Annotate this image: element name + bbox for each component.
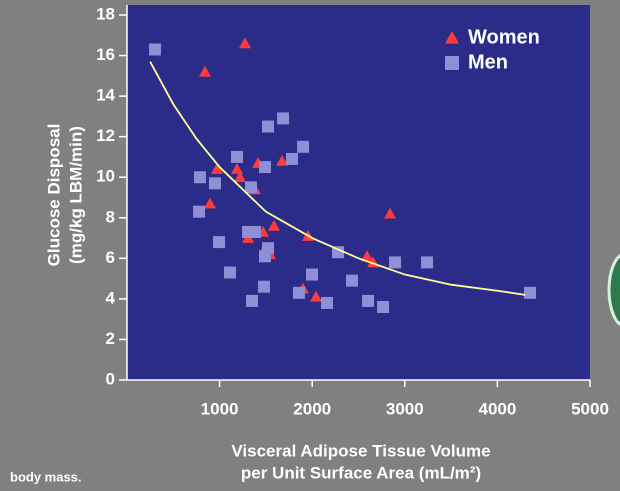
point [193,205,206,218]
point [383,207,396,219]
plot-area [127,5,590,380]
x-axis-label: per Unit Surface Area (mL/m²) [241,463,481,482]
point [203,197,216,209]
x-tick-label: 1000 [201,399,239,418]
point [244,181,257,194]
point [198,65,211,77]
point [223,266,236,279]
point [523,286,536,299]
point [233,171,246,183]
point [258,250,271,263]
point [286,152,299,165]
point [309,290,322,302]
point [258,161,271,174]
y-tick-label: 10 [96,167,115,186]
point [231,150,244,163]
point [306,268,319,281]
point [277,112,290,125]
point [377,301,390,313]
point [297,140,310,153]
decoration [607,253,620,327]
legend-label: Men [468,51,508,73]
x-tick-label: 4000 [478,399,516,418]
point [321,296,334,309]
y-axis-label: Glucose Disposal [44,124,63,267]
point [213,236,226,249]
annotation: body mass. [10,469,82,484]
legend-marker [445,56,459,70]
fit-line [149,61,526,296]
point [292,286,305,299]
y-tick-label: 14 [96,86,115,105]
x-tick-label: 2000 [293,399,331,418]
y-axis-label: (mg/kg LBM/min) [66,126,85,264]
y-tick-label: 6 [106,248,115,267]
point [362,294,375,307]
point [211,163,224,174]
point [148,43,161,56]
point [246,294,259,307]
point [421,256,434,269]
point [346,274,359,287]
y-tick-label: 8 [106,207,115,226]
y-tick-label: 0 [106,369,115,388]
x-axis-label: Visceral Adipose Tissue Volume [231,441,490,460]
point [248,225,261,238]
y-tick-label: 4 [106,288,116,307]
point [193,171,206,184]
point [262,120,275,133]
point [332,246,345,259]
y-tick-label: 18 [96,4,115,23]
point [231,163,244,174]
x-tick-label: 3000 [386,399,424,418]
point [257,280,270,293]
x-tick-label: 5000 [571,399,609,418]
point [388,256,401,269]
point [361,250,374,262]
point [276,155,289,166]
point [208,177,221,190]
point [238,37,251,49]
point [267,219,280,231]
y-tick-label: 12 [96,126,115,145]
y-tick-label: 16 [96,45,115,64]
legend-label: Women [468,26,540,48]
y-tick-label: 2 [106,329,115,348]
legend-marker [445,31,459,44]
